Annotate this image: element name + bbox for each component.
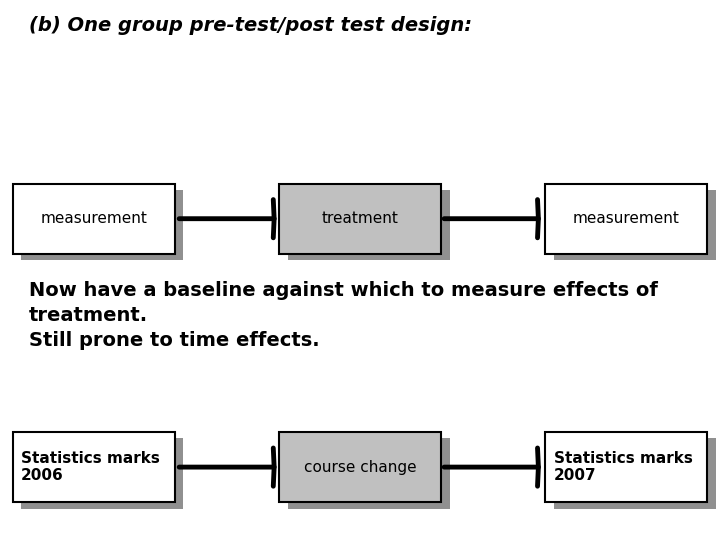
FancyBboxPatch shape bbox=[288, 190, 449, 260]
Text: Statistics marks
2007: Statistics marks 2007 bbox=[554, 451, 693, 483]
FancyBboxPatch shape bbox=[546, 432, 707, 502]
FancyBboxPatch shape bbox=[13, 184, 174, 254]
FancyBboxPatch shape bbox=[288, 438, 449, 509]
Text: course change: course change bbox=[304, 460, 416, 475]
FancyBboxPatch shape bbox=[279, 184, 441, 254]
FancyBboxPatch shape bbox=[13, 432, 174, 502]
FancyBboxPatch shape bbox=[554, 190, 716, 260]
FancyBboxPatch shape bbox=[279, 432, 441, 502]
FancyBboxPatch shape bbox=[546, 184, 707, 254]
FancyBboxPatch shape bbox=[22, 190, 183, 260]
Text: Now have a baseline against which to measure effects of
treatment.
Still prone t: Now have a baseline against which to mea… bbox=[29, 281, 657, 350]
Text: measurement: measurement bbox=[40, 211, 147, 226]
Text: measurement: measurement bbox=[573, 211, 680, 226]
FancyBboxPatch shape bbox=[22, 438, 183, 509]
FancyBboxPatch shape bbox=[554, 438, 716, 509]
Text: (b) One group pre-test/post test design:: (b) One group pre-test/post test design: bbox=[29, 16, 472, 35]
Text: Statistics marks
2006: Statistics marks 2006 bbox=[22, 451, 160, 483]
Text: treatment: treatment bbox=[322, 211, 398, 226]
